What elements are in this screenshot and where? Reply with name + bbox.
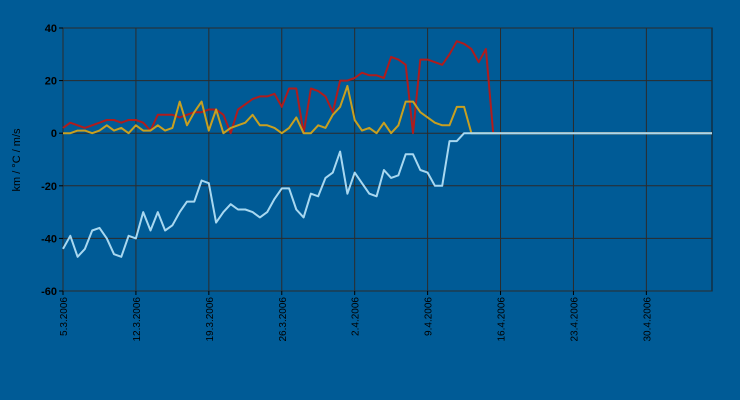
y-tick-label: -40 [41,233,57,245]
x-tick-label: 2.4.2006 [351,297,362,336]
x-tick-label: 19.3.2006 [205,297,216,342]
y-tick-label: 0 [51,128,57,140]
series-line-3 [62,132,712,258]
x-tick-label: 9.4.2006 [424,297,435,336]
y-tick-label: 20 [45,76,57,88]
x-tick-label: 23.4.2006 [569,297,580,342]
x-tick-label: 5.3.2006 [59,297,70,336]
series-line-1 [62,40,712,135]
series-group [62,40,712,258]
x-tick-label: 16.4.2006 [497,297,508,342]
x-tick-label: 30.4.2006 [642,297,653,342]
x-tick-label: 12.3.2006 [132,297,143,342]
y-axis-ticks: -60 -40 -20 0 20 40 [41,23,63,298]
y-tick-label: 40 [45,23,57,35]
x-tick-label: 26.3.2006 [278,297,289,342]
series-line-2 [63,84,712,135]
y-axis-label: km / °C / m/s [11,128,23,192]
y-tick-label: -60 [41,286,57,298]
x-axis-ticks: 5.3.2006 12.3.2006 19.3.2006 26.3.2006 2.4.2… [59,291,653,342]
y-tick-label: -20 [41,181,57,193]
